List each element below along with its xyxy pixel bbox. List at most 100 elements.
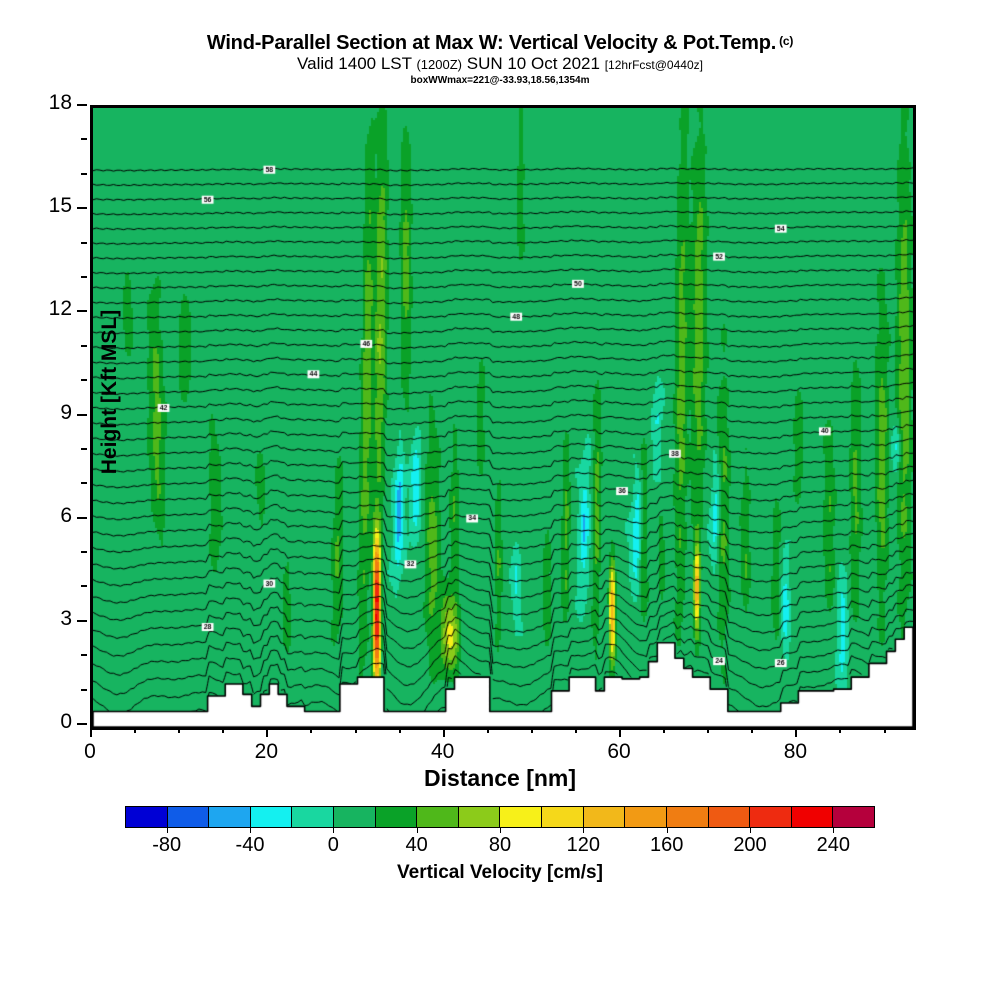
x-axis-major-tick — [795, 727, 798, 737]
x-axis-minor-tick — [839, 727, 842, 733]
y-axis-minor-tick — [81, 654, 87, 657]
x-axis-minor-tick — [222, 727, 225, 733]
colorbar-swatch — [708, 807, 751, 827]
x-axis-title: Distance [nm] — [423, 765, 577, 791]
x-axis-minor-tick — [398, 727, 401, 733]
y-axis-tick-label: 9 — [60, 400, 72, 424]
colorbar-tick — [166, 828, 168, 833]
colorbar-title: Vertical Velocity [cm/s] — [397, 862, 603, 883]
y-axis-major-tick — [77, 723, 87, 725]
colorbar-swatch — [209, 807, 251, 827]
colorbar-swatch — [666, 807, 709, 827]
colorbar-tick — [666, 828, 668, 833]
chart-main-title: Wind-Parallel Section at Max W: Vertical… — [0, 30, 1000, 54]
x-axis-minor-tick — [707, 727, 710, 733]
chart-title-block: Wind-Parallel Section at Max W: Vertical… — [0, 30, 1000, 87]
y-axis-minor-tick — [81, 138, 87, 141]
y-axis-minor-tick — [81, 688, 87, 691]
y-axis-minor-tick — [81, 585, 87, 588]
y-axis-minor-tick — [81, 482, 87, 485]
colorbar-swatch — [250, 807, 293, 827]
cross-section-canvas — [93, 108, 913, 727]
x-axis-minor-tick — [883, 727, 886, 733]
colorbar-tick — [250, 828, 251, 833]
colorbar-tick-label: -40 — [235, 834, 265, 856]
colorbar-tick-label: 120 — [566, 834, 601, 856]
y-axis-minor-tick — [81, 551, 87, 554]
y-axis-tick-label: 12 — [48, 297, 72, 321]
x-axis-minor-tick — [574, 727, 577, 733]
y-axis-tick-label: 0 — [60, 710, 72, 733]
main-title-text: Wind-Parallel Section at Max W: Vertical… — [206, 32, 777, 54]
y-axis-minor-tick — [81, 241, 87, 244]
y-axis-tick-label: 6 — [60, 503, 72, 527]
colorbar-tick-label: 240 — [816, 834, 851, 856]
colorbar-swatch — [417, 807, 459, 827]
colorbar-swatch — [750, 807, 792, 827]
colorbar-swatch — [625, 807, 667, 827]
colorbar-tick — [750, 828, 751, 833]
max-w-annotation: boxWWmax=221@-33.93,18.56,1354m — [410, 75, 590, 86]
x-axis-major-tick — [266, 727, 269, 737]
y-axis-title: Height [Kft MSL] — [98, 309, 121, 475]
x-axis-minor-tick — [134, 727, 137, 733]
valid-date-label: SUN 10 Oct 2021 — [466, 54, 600, 73]
colorbar[interactable] — [125, 806, 875, 828]
x-axis-tick-label: 40 — [431, 740, 455, 763]
valid-time-label: Valid 1400 LST — [297, 54, 412, 73]
y-axis-tick-label: 15 — [48, 194, 72, 218]
x-axis-minor-tick — [178, 727, 181, 733]
x-axis-tick-label: 20 — [254, 740, 279, 763]
x-axis-minor-tick — [486, 727, 489, 733]
colorbar-swatch — [458, 807, 501, 827]
colorbar-tick — [583, 828, 585, 833]
y-axis-minor-tick — [81, 275, 87, 278]
colorbar-tick-label: 160 — [649, 834, 684, 856]
x-axis-minor-tick — [310, 727, 313, 733]
y-axis-tick-label: 3 — [60, 606, 72, 630]
y-axis-minor-tick — [81, 172, 87, 175]
x-axis-minor-tick — [354, 727, 357, 733]
x-axis-tick-label: 0 — [84, 740, 96, 763]
colorbar-tick-label: -80 — [152, 834, 182, 856]
colorbar-swatch — [791, 807, 834, 827]
colorbar-swatch — [833, 807, 874, 827]
colorbar-tick-label: 40 — [405, 834, 428, 856]
y-axis-minor-tick — [81, 379, 87, 382]
colorbar-swatch — [126, 807, 168, 827]
colorbar-tick — [500, 828, 501, 833]
forecast-cycle-label: [12hrFcst@0440z] — [604, 58, 703, 72]
colorbar-tick — [416, 828, 418, 833]
x-axis-minor-tick — [751, 727, 754, 733]
valid-utc-label: (1200Z) — [416, 57, 462, 72]
colorbar-tick — [833, 828, 835, 833]
y-axis-minor-tick — [81, 344, 87, 347]
colorbar-swatch — [583, 807, 626, 827]
copyright-mark: (c) — [779, 34, 794, 48]
x-axis-major-tick — [619, 727, 622, 737]
colorbar-tick-label: 0 — [327, 834, 339, 856]
y-axis-major-tick — [77, 516, 87, 519]
colorbar-tick — [333, 828, 335, 833]
y-axis-major-tick — [77, 413, 87, 416]
x-axis-major-tick — [442, 727, 445, 737]
colorbar-tick-label: 200 — [733, 834, 767, 856]
chart-subtitle: Valid 1400 LST (1200Z) SUN 10 Oct 2021 [… — [0, 54, 1000, 75]
y-axis-major-tick — [77, 310, 87, 313]
y-axis-tick-label: 18 — [48, 91, 72, 114]
colorbar-tick-label: 80 — [488, 834, 512, 856]
colorbar-swatch — [375, 807, 418, 827]
x-axis-tick-label: 80 — [783, 740, 808, 763]
colorbar-swatch — [542, 807, 584, 827]
colorbar-swatch — [334, 807, 376, 827]
x-axis-major-tick — [90, 727, 92, 737]
x-axis-minor-tick — [663, 727, 666, 733]
colorbar-swatch — [167, 807, 210, 827]
y-axis-major-tick — [77, 207, 87, 210]
x-axis-tick-label: 60 — [607, 740, 631, 763]
y-axis-major-tick — [77, 104, 87, 106]
colorbar-swatch — [500, 807, 543, 827]
cross-section-plot — [90, 105, 916, 730]
y-axis-major-tick — [77, 619, 87, 622]
x-axis-minor-tick — [530, 727, 533, 733]
